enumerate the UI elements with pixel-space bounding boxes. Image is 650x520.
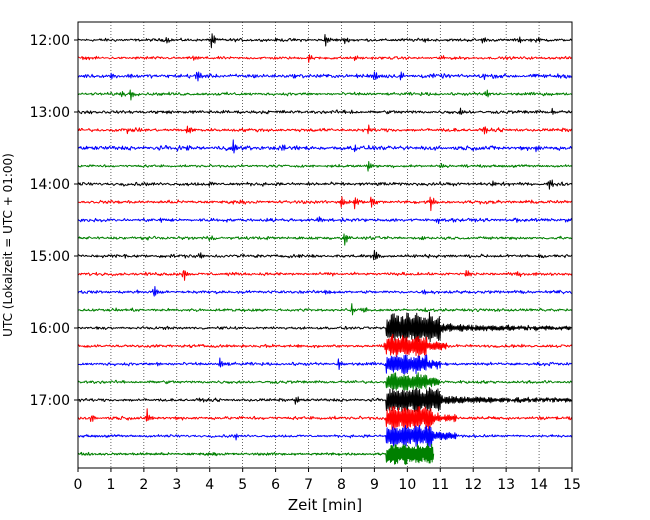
trace-line	[78, 387, 572, 413]
x-tick-label: 5	[238, 477, 247, 493]
y-tick-label: 15:00	[30, 249, 70, 265]
x-tick-label: 15	[563, 477, 581, 493]
y-axis-label: UTC (Lokalzeit = UTC + 01:00)	[1, 153, 15, 337]
trace-group	[78, 33, 572, 465]
x-tick-label: 13	[497, 477, 515, 493]
trace-line	[78, 270, 572, 281]
trace-line	[78, 33, 572, 49]
x-tick-label: 10	[398, 477, 416, 493]
x-tick-label: 3	[172, 477, 181, 493]
x-tick-label: 0	[74, 477, 83, 493]
trace-line	[78, 303, 572, 316]
y-tick-label: 13:00	[30, 105, 70, 121]
trace-line	[78, 71, 572, 82]
trace-line	[78, 233, 572, 246]
y-tick-label: 14:00	[30, 177, 70, 193]
x-tick-label: 7	[304, 477, 313, 493]
x-axis-ticks: 0 1 2 3 4 5 6 7 8 9 10 11 12 13 14 15	[74, 468, 581, 493]
trace-line	[78, 161, 572, 172]
x-tick-label: 6	[271, 477, 280, 493]
x-tick-label: 11	[431, 477, 449, 493]
trace-line	[78, 124, 572, 135]
trace-line	[78, 311, 572, 345]
trace-line	[78, 179, 572, 190]
trace-line	[78, 354, 572, 375]
plot-frame	[77, 21, 573, 469]
x-tick-label: 14	[530, 477, 548, 493]
x-tick-label: 12	[464, 477, 482, 493]
x-axis-label: Zeit [min]	[288, 496, 362, 514]
trace-line	[78, 406, 572, 431]
x-tick-label: 8	[337, 477, 346, 493]
trace-line	[78, 443, 435, 465]
trace-line	[78, 54, 572, 63]
trace-line	[78, 196, 572, 212]
x-tick-label: 9	[370, 477, 379, 493]
y-tick-label: 17:00	[30, 393, 70, 409]
y-tick-label: 16:00	[30, 321, 70, 337]
trace-line	[78, 216, 572, 225]
trace-line	[78, 89, 572, 101]
trace-line	[78, 249, 572, 261]
y-axis-ticks: 12:00 13:00 14:00 15:00 16:00 17:00	[30, 33, 78, 409]
trace-line	[78, 107, 572, 115]
trace-line	[78, 333, 572, 358]
x-tick-label: 4	[205, 477, 214, 493]
trace-line	[78, 286, 572, 297]
trace-line	[78, 372, 572, 391]
trace-line	[78, 425, 572, 448]
x-tick-label: 1	[106, 477, 115, 493]
vertical-gridlines	[110, 22, 540, 468]
x-tick-label: 2	[139, 477, 148, 493]
y-tick-label: 12:00	[30, 33, 70, 49]
trace-line	[78, 139, 572, 154]
